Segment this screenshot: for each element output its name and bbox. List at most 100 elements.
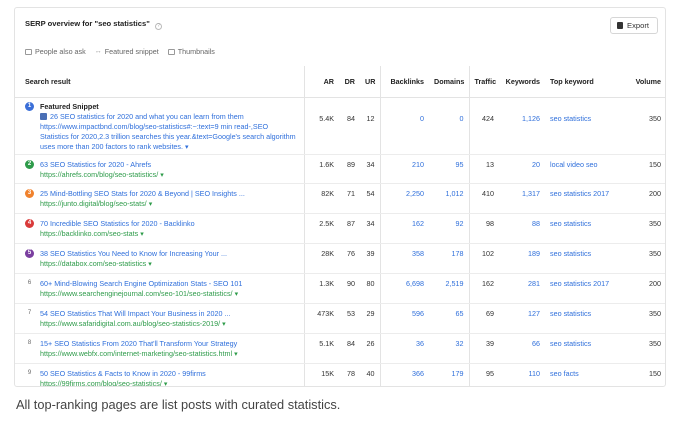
domains-link[interactable]: 0 bbox=[429, 97, 469, 155]
keywords-link[interactable]: 281 bbox=[499, 273, 545, 304]
top-keyword-link[interactable]: seo statistics 2017 bbox=[545, 273, 621, 304]
top-keyword-link[interactable]: seo statistics bbox=[545, 97, 621, 155]
volume-cell: 350 bbox=[621, 213, 665, 244]
domains-link[interactable]: 178 bbox=[429, 243, 469, 274]
rank-badge: 4 bbox=[25, 219, 34, 228]
feature-label: Featured snippet bbox=[104, 47, 159, 56]
result-title-link[interactable]: 70 Incredible SEO Statistics for 2020 - … bbox=[40, 219, 195, 228]
top-keyword-link[interactable]: seo statistics bbox=[545, 213, 621, 244]
chevron-down-icon[interactable]: ▾ bbox=[160, 170, 164, 179]
export-button[interactable]: Export bbox=[610, 17, 658, 34]
keywords-link[interactable]: 1,317 bbox=[499, 183, 545, 214]
column-header[interactable]: Top keyword bbox=[545, 66, 621, 98]
chevron-down-icon[interactable]: ▾ bbox=[148, 199, 153, 208]
keywords-link[interactable]: 66 bbox=[499, 333, 545, 364]
column-header[interactable]: Domains bbox=[429, 66, 469, 98]
result-url[interactable]: https://databox.com/seo-statistics ▾ bbox=[40, 259, 152, 268]
volume-cell: 350 bbox=[621, 97, 665, 155]
keywords-link[interactable]: 1,126 bbox=[499, 97, 545, 155]
result-title-link[interactable]: 54 SEO Statistics That Will Impact Your … bbox=[40, 309, 231, 318]
result-title-link[interactable]: 15+ SEO Statistics From 2020 That'll Tra… bbox=[40, 339, 238, 348]
feature-label: People also ask bbox=[35, 47, 86, 56]
domains-link[interactable]: 179 bbox=[429, 363, 469, 386]
column-header[interactable]: Backlinks bbox=[379, 66, 429, 98]
result-url[interactable]: https://www.webfx.com/internet-marketing… bbox=[40, 349, 238, 358]
search-result-cell: 9 50 SEO Statistics & Facts to Know in 2… bbox=[15, 363, 304, 387]
backlinks-link[interactable]: 36 bbox=[379, 333, 429, 364]
result-title-link[interactable]: 50 SEO Statistics & Facts to Know in 202… bbox=[40, 369, 206, 378]
keywords-link[interactable]: 20 bbox=[499, 154, 545, 184]
result-title-link[interactable]: 38 SEO Statistics You Need to Know for I… bbox=[40, 249, 227, 258]
backlinks-link[interactable]: 162 bbox=[379, 213, 429, 244]
feature-featured-snippet: ↔ Featured snippet bbox=[95, 47, 159, 56]
chevron-down-icon[interactable]: ▾ bbox=[140, 229, 144, 238]
ar-cell: 2.5K bbox=[303, 213, 339, 244]
backlinks-link[interactable]: 2,250 bbox=[379, 183, 429, 214]
feature-people-also-ask: People also ask bbox=[25, 47, 86, 56]
column-header[interactable]: Search result bbox=[15, 66, 304, 98]
ur-cell: 29 bbox=[360, 303, 380, 334]
ur-cell: 34 bbox=[360, 213, 380, 244]
dr-cell: 87 bbox=[339, 213, 360, 244]
top-keyword-link[interactable]: seo statistics bbox=[545, 243, 621, 274]
panel-title: SERP overview for "seo statistics" ? bbox=[25, 19, 162, 30]
backlinks-link[interactable]: 0 bbox=[379, 97, 429, 155]
result-title-link[interactable]: 26 SEO statistics for 2020 and what you … bbox=[40, 112, 299, 122]
domains-link[interactable]: 95 bbox=[429, 154, 469, 184]
volume-cell: 350 bbox=[621, 333, 665, 364]
backlinks-link[interactable]: 358 bbox=[379, 243, 429, 274]
column-header[interactable]: AR bbox=[303, 66, 339, 98]
chevron-down-icon[interactable]: ▾ bbox=[185, 142, 189, 151]
result-url[interactable]: https://99firms.com/blog/seo-statistics/… bbox=[40, 379, 168, 387]
result-title-link[interactable]: 60+ Mind-Blowing Search Engine Optimizat… bbox=[40, 279, 243, 288]
domains-link[interactable]: 65 bbox=[429, 303, 469, 334]
result-title-link[interactable]: 25 Mind-Bottling SEO Stats for 2020 & Be… bbox=[40, 189, 245, 198]
top-keyword-link[interactable]: seo statistics bbox=[545, 303, 621, 334]
column-header[interactable]: DR bbox=[339, 66, 360, 98]
rank-number: 6 bbox=[27, 280, 32, 286]
keywords-link[interactable]: 127 bbox=[499, 303, 545, 334]
backlinks-link[interactable]: 6,698 bbox=[379, 273, 429, 304]
backlinks-link[interactable]: 210 bbox=[379, 154, 429, 184]
snippet-text[interactable]: https://www.impactbnd.com/blog/seo-stati… bbox=[40, 122, 296, 151]
chevron-down-icon[interactable]: ▾ bbox=[148, 259, 152, 268]
help-icon[interactable]: ? bbox=[154, 23, 162, 30]
backlinks-link[interactable]: 366 bbox=[379, 363, 429, 386]
result-url[interactable]: https://www.searchenginejournal.com/seo-… bbox=[40, 289, 239, 298]
ar-cell: 1.3K bbox=[303, 273, 339, 304]
chevron-down-icon[interactable]: ▾ bbox=[234, 349, 238, 358]
chevron-down-icon[interactable]: ▾ bbox=[222, 319, 226, 328]
column-header[interactable]: Keywords bbox=[499, 66, 545, 98]
search-result-cell: 3 25 Mind-Bottling SEO Stats for 2020 & … bbox=[15, 183, 304, 214]
keywords-link[interactable]: 110 bbox=[499, 363, 545, 386]
domains-link[interactable]: 32 bbox=[429, 333, 469, 364]
column-header[interactable]: Traffic bbox=[468, 66, 499, 98]
keywords-link[interactable]: 189 bbox=[499, 243, 545, 274]
result-url[interactable]: https://backlinko.com/seo-stats ▾ bbox=[40, 229, 144, 238]
ur-cell: 40 bbox=[360, 363, 380, 386]
domains-link[interactable]: 92 bbox=[429, 213, 469, 244]
domains-link[interactable]: 1,012 bbox=[429, 183, 469, 214]
result-title-link[interactable]: 63 SEO Statistics for 2020 - Ahrefs bbox=[40, 160, 152, 169]
top-keyword-link[interactable]: local video seo bbox=[545, 154, 621, 184]
backlinks-link[interactable]: 596 bbox=[379, 303, 429, 334]
serp-features: People also ask ↔ Featured snippet Thumbn… bbox=[25, 47, 215, 56]
domains-link[interactable]: 2,519 bbox=[429, 273, 469, 304]
search-result-cell: 1 Featured Snippet 26 SEO statistics for… bbox=[15, 97, 304, 155]
column-header[interactable]: Volume bbox=[621, 66, 665, 98]
volume-cell: 150 bbox=[621, 154, 665, 184]
result-url[interactable]: https://ahrefs.com/blog/seo-statistics/ … bbox=[40, 170, 164, 179]
chevron-down-icon[interactable]: ▾ bbox=[234, 289, 239, 298]
top-keyword-link[interactable]: seo statistics 2017 bbox=[545, 183, 621, 214]
result-url[interactable]: https://junto.digital/blog/seo-stats/ ▾ bbox=[40, 199, 153, 208]
result-url[interactable]: https://www.safaridigital.com.au/blog/se… bbox=[40, 319, 226, 328]
chevron-down-icon[interactable]: ▾ bbox=[163, 379, 168, 387]
column-header[interactable]: UR bbox=[360, 66, 380, 98]
top-keyword-link[interactable]: seo statistics bbox=[545, 333, 621, 364]
keywords-link[interactable]: 88 bbox=[499, 213, 545, 244]
featured-snippet-icon: ↔ bbox=[94, 48, 102, 55]
export-label: Export bbox=[627, 21, 649, 30]
top-keyword-link[interactable]: seo facts bbox=[545, 363, 621, 386]
table-row: 9 50 SEO Statistics & Facts to Know in 2… bbox=[15, 363, 665, 387]
table-row: 8 15+ SEO Statistics From 2020 That'll T… bbox=[15, 333, 665, 364]
